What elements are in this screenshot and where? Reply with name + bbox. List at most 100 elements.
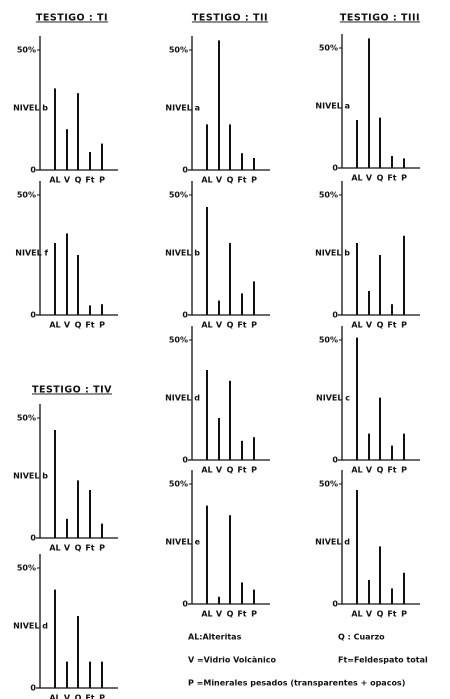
y-tick-label: 50%	[319, 44, 338, 53]
x-tick-label: Ft	[387, 610, 396, 619]
x-tick-label: Ft	[387, 321, 396, 330]
x-tick-label: V	[366, 321, 373, 330]
y-axis-label: NIVEL b	[13, 104, 48, 113]
x-tick-label: P	[251, 466, 257, 475]
x-tick-label: AL	[49, 321, 60, 330]
x-tick-label: P	[99, 544, 105, 553]
x-tick-label: Ft	[237, 466, 246, 475]
x-tick-label: Q	[227, 610, 234, 619]
y-tick-label: 0	[182, 456, 188, 465]
x-tick-label: Q	[75, 321, 82, 330]
legend-entry: Q : Cuarzo	[338, 633, 385, 642]
x-tick-label: Q	[227, 321, 234, 330]
core-header: TESTIGO : TII	[192, 13, 268, 24]
x-tick-label: AL	[49, 176, 60, 185]
x-tick-label: Ft	[85, 544, 94, 553]
y-tick-label: 0	[332, 456, 338, 465]
x-tick-label: P	[251, 176, 257, 185]
x-tick-label: V	[64, 321, 71, 330]
core-header: TESTIGO : TI	[36, 13, 108, 24]
y-axis-label: NIVEL d	[13, 622, 48, 631]
y-axis-label: NIVEL d	[165, 394, 200, 403]
x-tick-label: Ft	[237, 321, 246, 330]
y-axis-label: NIVEL f	[15, 249, 48, 258]
x-tick-label: Q	[75, 694, 82, 699]
x-tick-label: AL	[49, 694, 60, 699]
x-tick-label: AL	[351, 466, 362, 475]
y-axis-label: NIVEL a	[165, 104, 200, 113]
y-tick-label: 0	[182, 600, 188, 609]
y-tick-label: 0	[182, 166, 188, 175]
legend-entry: AL:Alteritas	[188, 633, 242, 642]
y-tick-label: 0	[332, 164, 338, 173]
y-axis-label: NIVEL b	[13, 472, 48, 481]
y-tick-label: 0	[30, 166, 36, 175]
x-tick-label: Ft	[237, 610, 246, 619]
x-tick-label: Ft	[387, 466, 396, 475]
x-tick-label: Ft	[237, 176, 246, 185]
x-tick-label: Ft	[85, 694, 94, 699]
y-tick-label: 50%	[169, 480, 188, 489]
legend-entry: Ft=Feldespato total	[338, 656, 428, 665]
y-tick-label: 50%	[319, 336, 338, 345]
y-tick-label: 50%	[17, 191, 36, 200]
y-axis-label: NIVEL c	[316, 394, 350, 403]
y-tick-label: 50%	[319, 191, 338, 200]
core-header: TESTIGO : TIV	[32, 385, 112, 396]
x-tick-label: V	[216, 321, 223, 330]
x-tick-label: P	[251, 610, 257, 619]
legend-entry: V =Vidrio Volcànico	[188, 656, 276, 665]
x-tick-label: Q	[377, 466, 384, 475]
y-axis-label: NIVEL e	[165, 538, 200, 547]
x-tick-label: Q	[75, 176, 82, 185]
x-tick-label: Ft	[85, 176, 94, 185]
y-tick-label: 50%	[17, 46, 36, 55]
x-tick-label: AL	[351, 321, 362, 330]
x-tick-label: V	[64, 694, 71, 699]
core-header: TESTIGO : TIII	[340, 13, 420, 24]
x-tick-label: P	[401, 321, 407, 330]
y-tick-label: 50%	[169, 46, 188, 55]
x-tick-label: AL	[201, 610, 212, 619]
x-tick-label: P	[401, 610, 407, 619]
x-tick-label: AL	[351, 610, 362, 619]
x-tick-label: V	[366, 466, 373, 475]
x-tick-label: P	[99, 321, 105, 330]
y-tick-label: 50%	[169, 191, 188, 200]
x-tick-label: V	[216, 466, 223, 475]
x-tick-label: V	[216, 610, 223, 619]
y-tick-label: 50%	[17, 414, 36, 423]
x-tick-label: V	[366, 610, 373, 619]
legend-entry: P =Minerales pesados (transparentes + op…	[188, 679, 405, 688]
x-tick-label: AL	[201, 321, 212, 330]
y-tick-label: 0	[30, 684, 36, 693]
x-tick-label: Ft	[387, 174, 396, 183]
x-tick-label: AL	[49, 544, 60, 553]
x-tick-label: AL	[201, 466, 212, 475]
x-tick-label: P	[251, 321, 257, 330]
y-tick-label: 50%	[169, 336, 188, 345]
x-tick-label: P	[99, 176, 105, 185]
x-tick-label: V	[64, 544, 71, 553]
y-axis-label: NIVEL a	[315, 102, 350, 111]
y-tick-label: 0	[182, 311, 188, 320]
x-tick-label: P	[401, 466, 407, 475]
x-tick-label: Q	[377, 610, 384, 619]
x-tick-label: V	[216, 176, 223, 185]
y-tick-label: 0	[332, 600, 338, 609]
x-tick-label: Q	[227, 176, 234, 185]
x-tick-label: Q	[227, 466, 234, 475]
y-tick-label: 0	[332, 311, 338, 320]
x-tick-label: P	[99, 694, 105, 699]
x-tick-label: AL	[201, 176, 212, 185]
x-tick-label: V	[366, 174, 373, 183]
x-tick-label: V	[64, 176, 71, 185]
y-tick-label: 0	[30, 311, 36, 320]
x-tick-label: Q	[75, 544, 82, 553]
y-tick-label: 50%	[319, 480, 338, 489]
x-tick-label: P	[401, 174, 407, 183]
x-tick-label: Q	[377, 321, 384, 330]
y-tick-label: 50%	[17, 564, 36, 573]
